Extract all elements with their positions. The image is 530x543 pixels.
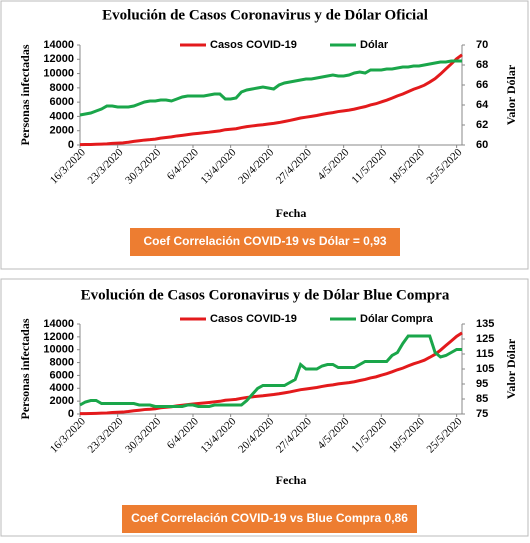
- x-tick-label: 13/4/2020: [199, 415, 239, 455]
- x-axis-label: Fecha: [276, 473, 307, 487]
- x-axis-label: Fecha: [276, 206, 307, 220]
- y-tick-label: 10000: [43, 344, 74, 356]
- x-tick-label: 30/3/2020: [123, 415, 163, 455]
- y-tick-label: 14000: [43, 39, 74, 51]
- x-tick-label: 4/5/2020: [315, 146, 351, 182]
- legend-label: Casos COVID-19: [210, 39, 297, 51]
- y-tick-label: 2000: [50, 395, 74, 407]
- chart-title: Evolución de Casos Coronavirus y de Dóla…: [102, 7, 428, 23]
- legend-label: Casos COVID-19: [210, 313, 297, 325]
- x-tick-label: 25/5/2020: [424, 146, 464, 186]
- y2-tick-label: 125: [476, 333, 494, 345]
- y-axis-label: Personas infectadas: [18, 318, 32, 419]
- y2-tick-label: 68: [476, 59, 488, 71]
- panel-border: [0, 0, 529, 270]
- y-tick-label: 4000: [50, 110, 74, 122]
- x-tick-label: 27/4/2020: [274, 146, 314, 186]
- y-tick-label: 0: [68, 139, 74, 151]
- x-tick-label: 25/5/2020: [424, 415, 464, 455]
- x-tick-label: 16/3/2020: [48, 415, 88, 455]
- series-line: [79, 53, 463, 147]
- x-tick-label: 30/3/2020: [123, 146, 163, 186]
- x-tick-label: 6/4/2020: [165, 415, 201, 451]
- series-line: [79, 331, 463, 416]
- y2-tick-label: 115: [476, 348, 494, 360]
- x-tick-label: 4/5/2020: [315, 415, 351, 451]
- annotation: Coef Correlación COVID-19 vs Blue Compra…: [131, 511, 408, 525]
- annotation-box: [130, 228, 400, 256]
- x-tick-label: 20/4/2020: [236, 146, 276, 186]
- series-line: [79, 59, 462, 117]
- x-tick-label: 20/4/2020: [236, 415, 276, 455]
- y2-tick-label: 66: [476, 79, 488, 91]
- y-tick-label: 14000: [43, 318, 74, 330]
- y-tick-label: 6000: [50, 369, 74, 381]
- x-tick-label: 23/3/2020: [86, 415, 126, 455]
- series-line: [79, 334, 462, 408]
- y-tick-label: 8000: [50, 82, 74, 94]
- y-axis-label: Personas infectadas: [18, 44, 32, 145]
- annotation: Coef Correlación COVID-19 vs Dólar = 0,9…: [143, 234, 386, 248]
- legend-label: Dólar Compra: [360, 313, 434, 325]
- y-tick-label: 2000: [50, 125, 74, 137]
- x-tick-label: 18/5/2020: [387, 415, 427, 455]
- y2-tick-label: 105: [476, 363, 494, 375]
- x-tick-label: 13/4/2020: [199, 146, 239, 186]
- y2-axis-label: Valor Dólar: [504, 338, 518, 399]
- y2-tick-label: 95: [476, 378, 488, 390]
- y-tick-label: 4000: [50, 382, 74, 394]
- x-tick-label: 6/4/2020: [165, 146, 201, 182]
- y2-tick-label: 85: [476, 393, 488, 405]
- panel-border: [0, 278, 529, 537]
- x-tick-label: 11/5/2020: [349, 146, 389, 186]
- y-tick-label: 0: [68, 408, 74, 420]
- y-tick-label: 10000: [43, 67, 74, 79]
- y2-tick-label: 62: [476, 119, 488, 131]
- y-tick-label: 8000: [50, 356, 74, 368]
- y2-tick-label: 70: [476, 39, 488, 51]
- x-tick-label: 23/3/2020: [86, 146, 126, 186]
- y2-tick-label: 60: [476, 139, 488, 151]
- x-tick-label: 27/4/2020: [274, 415, 314, 455]
- legend-label: Dólar: [360, 39, 389, 51]
- annotation-box: [122, 505, 417, 533]
- x-tick-label: 16/3/2020: [48, 146, 88, 186]
- y2-tick-label: 64: [476, 99, 489, 111]
- y-tick-label: 12000: [43, 331, 74, 343]
- y2-tick-label: 75: [476, 408, 488, 420]
- y-tick-label: 12000: [43, 53, 74, 65]
- y2-tick-label: 135: [476, 318, 494, 330]
- chart-title: Evolución de Casos Coronavirus y de Dóla…: [81, 287, 450, 303]
- x-tick-label: 18/5/2020: [387, 146, 427, 186]
- y2-axis-label: Valor Dólar: [504, 64, 518, 125]
- x-tick-label: 11/5/2020: [349, 415, 389, 455]
- y-tick-label: 6000: [50, 96, 74, 108]
